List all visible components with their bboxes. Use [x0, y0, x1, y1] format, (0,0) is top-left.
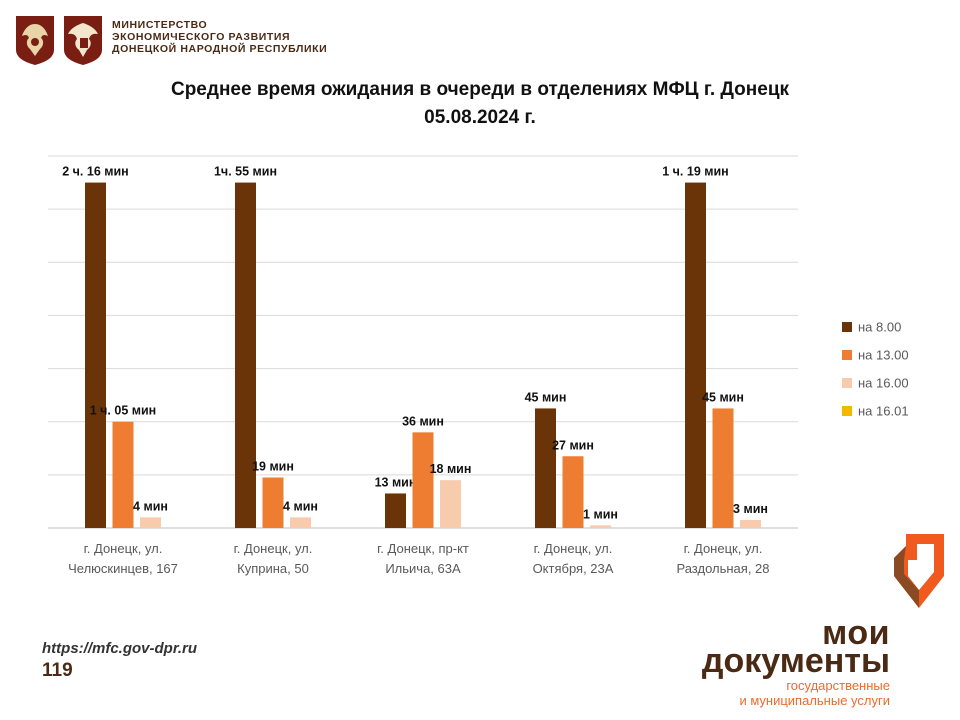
data-label: 18 мин: [430, 462, 472, 476]
brand-subtitle-line-1: государственные: [786, 678, 890, 693]
bar: [740, 520, 761, 528]
legend-label: на 8.00: [858, 320, 901, 335]
page-number: 119: [42, 660, 73, 681]
dpr-coat-of-arms-icon: [64, 16, 102, 65]
bar: [440, 480, 461, 528]
legend-label: на 16.01: [858, 404, 909, 419]
category-tick-label: Челюскинцев, 167: [68, 561, 178, 576]
moi-dokumenty-logo-icon: [894, 534, 944, 608]
category-tick-label: Октября, 23А: [533, 561, 614, 576]
bar: [712, 408, 734, 528]
ministry-line-3: ДОНЕЦКОЙ НАРОДНОЙ РЕСПУБЛИКИ: [112, 43, 328, 55]
bar: [590, 525, 611, 528]
category-tick-label: Раздольная, 28: [676, 561, 769, 576]
chart-title-line-2: 05.08.2024 г.: [424, 107, 536, 128]
data-label: 19 мин: [252, 460, 294, 474]
data-label: 1 ч. 19 мин: [662, 165, 729, 179]
data-label: 45 мин: [702, 390, 744, 404]
bar: [235, 182, 256, 529]
category-tick-label: Ильича, 63А: [385, 561, 461, 576]
bar: [85, 182, 106, 529]
ministry-line-2: ЭКОНОМИЧЕСКОГО РАЗВИТИЯ: [112, 31, 291, 43]
brand-title-moi: мои: [822, 614, 890, 652]
data-label: 1 ч. 05 мин: [90, 404, 157, 418]
chart-title-line-1: Среднее время ожидания в очереди в отдел…: [170, 79, 790, 100]
ministry-line-1: МИНИСТЕРСТВО: [112, 19, 208, 31]
bar: [385, 493, 406, 528]
bar: [412, 432, 434, 528]
data-label: 2 ч. 16 мин: [62, 165, 129, 179]
category-tick-label: г. Донецк, ул.: [234, 541, 313, 556]
bar: [290, 517, 311, 528]
data-label: 3 мин: [733, 502, 768, 516]
legend-swatch: [842, 350, 852, 360]
legend-swatch: [842, 322, 852, 332]
brand-subtitle-line-2: и муниципальные услуги: [739, 693, 890, 708]
category-tick-label: г. Донецк, ул.: [684, 541, 763, 556]
brand-subtitle: государственные и муниципальные услуги: [680, 678, 890, 708]
category-tick-label: Куприна, 50: [237, 561, 309, 576]
bar: [562, 456, 584, 528]
moi-dokumenty-logo: мои документы государственные и муниципа…: [702, 528, 944, 713]
bar: [112, 421, 134, 528]
data-label: 4 мин: [283, 499, 318, 513]
legend-label: на 13.00: [858, 348, 909, 363]
category-tick-label: г. Донецк, ул.: [534, 541, 613, 556]
bar: [140, 517, 161, 528]
chart-title: Среднее время ожидания в очереди в отдел…: [0, 76, 960, 132]
data-label: 4 мин: [133, 499, 168, 513]
legend-swatch: [842, 378, 852, 388]
data-label: 1ч. 55 мин: [214, 165, 277, 179]
brand-title-documents: документы: [701, 642, 890, 680]
data-label: 45 мин: [525, 390, 567, 404]
data-label: 36 мин: [402, 414, 444, 428]
legend-swatch: [842, 406, 852, 416]
bar: [535, 408, 556, 528]
data-label: 13 мин: [375, 475, 417, 489]
bar: [262, 477, 284, 528]
bar-chart: 2 ч. 16 мин 1 ч. 05 мин 4 мин г. Донецк, ул…: [48, 155, 909, 576]
legend-label: на 16.00: [858, 376, 909, 391]
category-tick-label: г. Донецк, ул.: [84, 541, 163, 556]
data-label: 27 мин: [552, 438, 594, 452]
russia-coat-of-arms-icon: [16, 16, 54, 65]
website-url[interactable]: https://mfc.gov-dpr.ru: [42, 640, 197, 657]
ministry-name: МИНИСТЕРСТВО ЭКОНОМИЧЕСКОГО РАЗВИТИЯ ДОН…: [112, 19, 327, 55]
bar: [685, 182, 706, 529]
category-tick-label: г. Донецк, пр-кт: [377, 541, 469, 556]
data-label: 1 мин: [583, 507, 618, 521]
